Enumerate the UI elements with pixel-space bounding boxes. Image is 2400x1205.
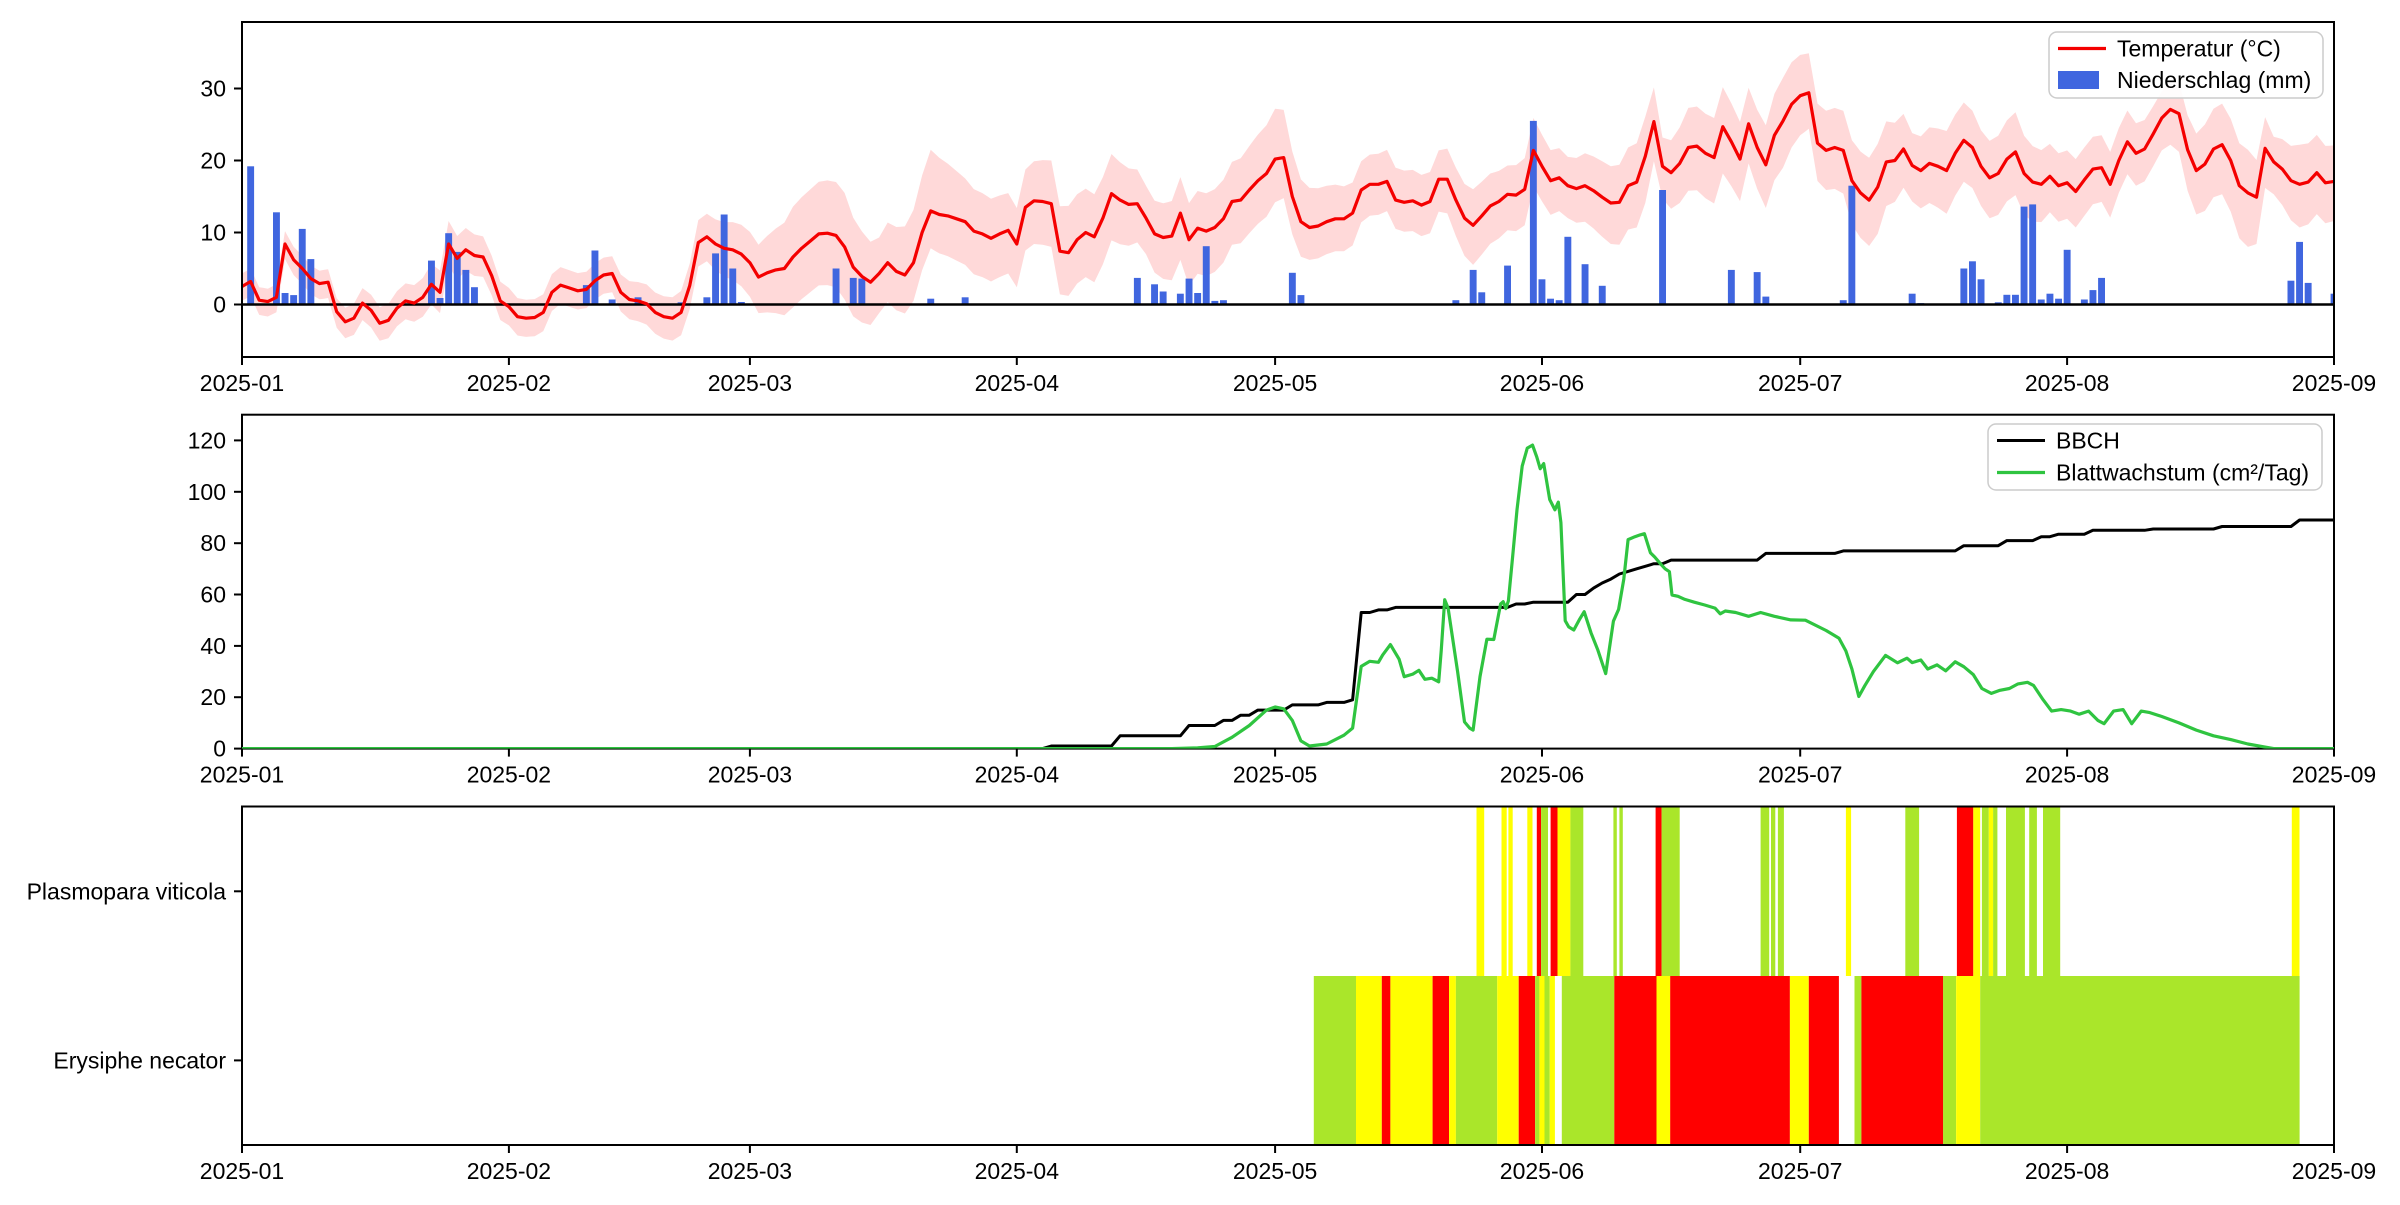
svg-text:2025-09: 2025-09 xyxy=(2292,762,2376,788)
svg-text:60: 60 xyxy=(200,582,226,608)
svg-text:2025-07: 2025-07 xyxy=(1758,762,1842,788)
svg-text:2025-05: 2025-05 xyxy=(1233,1158,1317,1184)
svg-text:2025-06: 2025-06 xyxy=(1500,1158,1584,1184)
svg-text:100: 100 xyxy=(188,479,226,505)
svg-text:2025-01: 2025-01 xyxy=(200,1158,284,1184)
svg-text:2025-09: 2025-09 xyxy=(2292,1158,2376,1184)
svg-text:2025-09: 2025-09 xyxy=(2292,370,2376,396)
svg-text:Erysiphe necator: Erysiphe necator xyxy=(53,1047,226,1073)
svg-text:Temperatur (°C): Temperatur (°C) xyxy=(2117,36,2281,62)
svg-text:Niederschlag (mm): Niederschlag (mm) xyxy=(2117,67,2311,93)
svg-text:2025-01: 2025-01 xyxy=(200,762,284,788)
svg-text:BBCH: BBCH xyxy=(2056,428,2120,454)
svg-text:30: 30 xyxy=(200,76,226,102)
svg-text:2025-06: 2025-06 xyxy=(1500,762,1584,788)
svg-text:2025-04: 2025-04 xyxy=(975,762,1060,788)
svg-text:2025-04: 2025-04 xyxy=(975,370,1060,396)
svg-text:Blattwachstum (cm²/Tag): Blattwachstum (cm²/Tag) xyxy=(2056,460,2309,486)
svg-text:0: 0 xyxy=(213,292,226,318)
svg-text:2025-05: 2025-05 xyxy=(1233,762,1317,788)
svg-text:80: 80 xyxy=(200,530,226,556)
svg-text:Plasmopara viticola: Plasmopara viticola xyxy=(27,878,227,904)
svg-text:2025-02: 2025-02 xyxy=(467,762,551,788)
svg-text:2025-03: 2025-03 xyxy=(708,370,792,396)
svg-text:20: 20 xyxy=(200,148,226,174)
svg-text:2025-08: 2025-08 xyxy=(2025,370,2109,396)
svg-text:2025-07: 2025-07 xyxy=(1758,1158,1842,1184)
svg-text:20: 20 xyxy=(200,684,226,710)
svg-text:2025-02: 2025-02 xyxy=(467,370,551,396)
svg-text:120: 120 xyxy=(188,427,226,453)
svg-text:40: 40 xyxy=(200,633,226,659)
svg-text:0: 0 xyxy=(213,736,226,762)
svg-text:2025-08: 2025-08 xyxy=(2025,762,2109,788)
svg-text:2025-07: 2025-07 xyxy=(1758,370,1842,396)
svg-text:10: 10 xyxy=(200,220,226,246)
svg-text:2025-06: 2025-06 xyxy=(1500,370,1584,396)
svg-text:2025-03: 2025-03 xyxy=(708,1158,792,1184)
svg-text:2025-08: 2025-08 xyxy=(2025,1158,2109,1184)
svg-text:2025-04: 2025-04 xyxy=(975,1158,1060,1184)
svg-text:2025-02: 2025-02 xyxy=(467,1158,551,1184)
svg-text:2025-01: 2025-01 xyxy=(200,370,284,396)
svg-text:2025-03: 2025-03 xyxy=(708,762,792,788)
svg-text:2025-05: 2025-05 xyxy=(1233,370,1317,396)
